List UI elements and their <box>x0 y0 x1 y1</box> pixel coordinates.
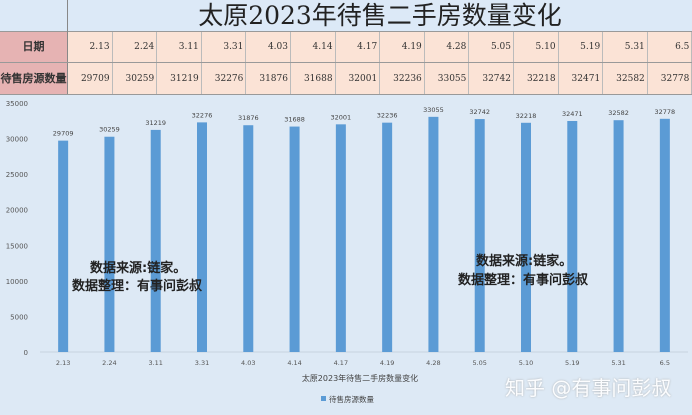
x-tick-label: 4.28 <box>426 359 440 367</box>
y-tick-label: 35000 <box>6 100 28 108</box>
data-label: 33055 <box>423 106 444 114</box>
x-axis-title: 太原2023年待售二手房数量变化 <box>302 373 418 383</box>
bar <box>243 125 254 352</box>
count-row: 待售房源数量 29709 30259 31219 32276 31876 31688 320… <box>0 63 692 95</box>
bar <box>150 129 161 352</box>
x-tick-label: 4.14 <box>287 359 301 367</box>
y-tick-label: 30000 <box>6 136 28 144</box>
x-tick-label: 5.05 <box>472 359 486 367</box>
count-header: 待售房源数量 <box>0 63 68 94</box>
data-label: 32236 <box>377 112 398 120</box>
x-tick-label: 5.31 <box>611 359 625 367</box>
date-cell: 4.17 <box>336 32 381 62</box>
x-tick-label: 2.13 <box>56 359 70 367</box>
bar <box>521 122 531 352</box>
date-cell: 3.11 <box>157 32 202 62</box>
y-tick-label: 5000 <box>10 313 28 321</box>
legend-swatch <box>321 396 326 401</box>
compiler-note-right: 数据整理：有事问彭叔 <box>458 273 589 288</box>
date-cell: 2.13 <box>68 32 113 62</box>
date-cell: 4.28 <box>425 32 470 62</box>
y-tick-label: 20000 <box>6 207 28 215</box>
data-label: 31688 <box>284 116 305 124</box>
date-cell: 5.10 <box>514 32 559 62</box>
x-tick-label: 2.24 <box>102 359 116 367</box>
count-cell: 32001 <box>336 63 381 94</box>
title-left-cell <box>0 0 68 32</box>
date-row: 日期 2.13 2.24 3.11 3.31 4.03 4.14 4.17 4.19 4.28 5… <box>0 32 692 63</box>
title-row: 太原2023年待售二手房数量变化 <box>0 0 692 32</box>
bar <box>335 124 346 352</box>
bar <box>428 116 439 353</box>
data-label: 32001 <box>331 113 352 121</box>
count-cell: 32218 <box>514 63 559 94</box>
page-title: 太原2023年待售二手房数量变化 <box>198 1 562 30</box>
data-label: 32218 <box>516 112 537 120</box>
count-cell: 31219 <box>157 63 202 94</box>
date-header: 日期 <box>0 32 68 62</box>
x-tick-label: 5.10 <box>519 359 533 367</box>
count-cell: 31688 <box>291 63 336 94</box>
count-cell: 32276 <box>202 63 247 94</box>
bar <box>289 126 300 352</box>
data-label: 31876 <box>238 114 259 122</box>
bar <box>659 118 670 352</box>
date-cell: 4.19 <box>380 32 425 62</box>
bar <box>58 140 69 352</box>
count-cell: 29709 <box>68 63 113 94</box>
bar <box>567 120 578 352</box>
bar-chart: 0 5000 10000 15000 20000 25000 30000 35000 29709… <box>0 95 692 411</box>
bar <box>382 122 393 353</box>
x-tick-label: 6.5 <box>660 359 670 367</box>
data-label: 30259 <box>99 126 120 134</box>
source-note: 数据来源:链家。 <box>90 261 187 276</box>
date-cell: 2.24 <box>113 32 158 62</box>
date-cell: 6.5 <box>648 32 692 62</box>
bar <box>197 122 207 352</box>
source-note-right: 数据来源:链家。 <box>476 254 573 269</box>
data-label: 31219 <box>145 119 166 127</box>
count-cell: 32778 <box>648 63 692 94</box>
date-cell: 5.31 <box>603 32 648 62</box>
data-label: 32742 <box>469 108 490 116</box>
y-tick-label: 10000 <box>6 278 28 286</box>
count-cell: 32471 <box>559 63 604 94</box>
watermark: 知乎 @有事问彭叔 <box>505 376 672 400</box>
x-tick-label: 4.03 <box>241 359 255 367</box>
data-label: 32471 <box>562 110 583 118</box>
bar <box>613 120 624 352</box>
date-cell: 5.19 <box>559 32 604 62</box>
data-label: 32778 <box>655 108 676 116</box>
x-tick-label: 3.11 <box>148 359 162 367</box>
data-label: 29709 <box>53 130 74 138</box>
count-cell: 31876 <box>246 63 291 94</box>
compiler-note: 数据整理：有事问彭叔 <box>72 279 203 294</box>
count-cell: 32236 <box>380 63 425 94</box>
x-tick-label: 4.19 <box>380 359 394 367</box>
x-tick-label: 5.19 <box>565 359 579 367</box>
y-tick-label: 15000 <box>6 242 28 250</box>
y-tick-label: 0 <box>24 349 28 357</box>
date-cell: 4.14 <box>291 32 336 62</box>
count-cell: 32742 <box>469 63 514 94</box>
legend-label: 待售房源数量 <box>329 394 374 404</box>
data-label: 32582 <box>608 109 629 117</box>
bar <box>474 119 485 352</box>
x-tick-label: 3.31 <box>195 359 209 367</box>
date-cell: 4.03 <box>246 32 291 62</box>
date-cell: 5.05 <box>469 32 514 62</box>
count-cell: 30259 <box>113 63 158 94</box>
count-cell: 33055 <box>425 63 470 94</box>
y-tick-label: 25000 <box>6 171 28 179</box>
chart-svg: 0 5000 10000 15000 20000 25000 30000 35000 29709… <box>6 100 688 404</box>
bar <box>104 136 115 352</box>
date-cell: 3.31 <box>202 32 247 62</box>
data-label: 32276 <box>192 111 213 119</box>
count-cell: 32582 <box>603 63 648 94</box>
x-tick-label: 4.17 <box>334 359 348 367</box>
